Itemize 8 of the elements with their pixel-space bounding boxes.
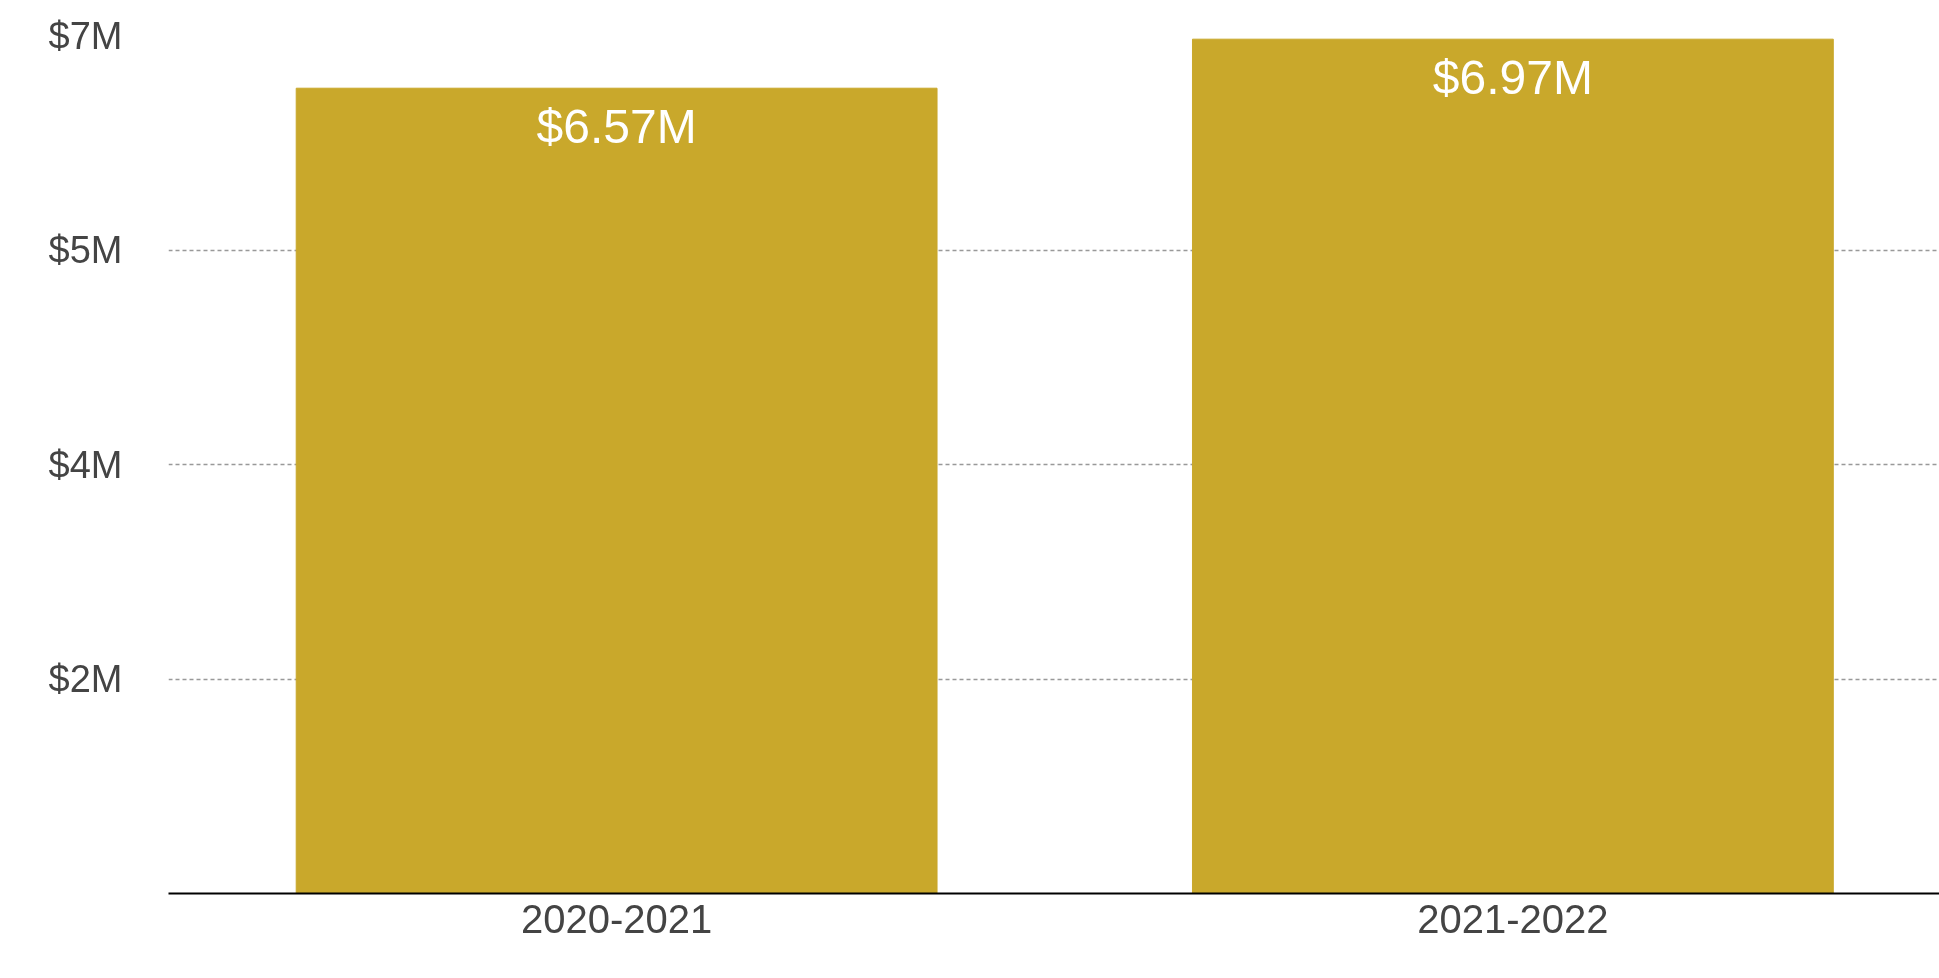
data-label: $6.97M	[1432, 51, 1593, 105]
data-label: $6.57M	[536, 100, 697, 154]
x-tick-label: 2020-2021	[520, 896, 713, 941]
y-tick-label: $5M	[48, 229, 123, 271]
x-tick-label: 2021-2022	[1417, 896, 1609, 941]
y-tick-label: $2M	[48, 658, 123, 700]
y-tick-label: $4M	[48, 443, 123, 486]
y-tick-label: $7M	[48, 14, 123, 57]
